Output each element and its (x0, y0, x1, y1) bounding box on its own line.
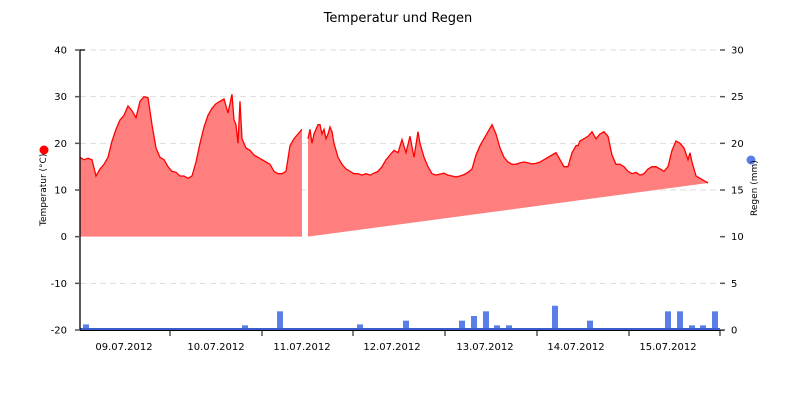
svg-text:40: 40 (54, 46, 67, 57)
svg-text:15: 15 (731, 186, 744, 197)
svg-text:0: 0 (61, 232, 67, 243)
svg-text:-10: -10 (51, 279, 67, 290)
right-axis-label: Regen (mm) (750, 160, 760, 216)
svg-text:10: 10 (54, 186, 67, 197)
svg-text:20: 20 (54, 139, 67, 150)
svg-text:10: 10 (731, 232, 744, 243)
svg-text:30: 30 (54, 92, 67, 103)
left-axis-title: Temperatur (°C) (39, 145, 49, 227)
temperature-series (79, 94, 709, 237)
right-axis-title: Regen (mm) (746, 155, 760, 216)
left-axis-ticks: 40 30 20 10 0 -10 -20 (51, 46, 80, 337)
svg-text:10.07.2012: 10.07.2012 (187, 342, 244, 353)
svg-text:0: 0 (731, 326, 737, 337)
temperature-legend-marker (39, 145, 49, 155)
rain-legend-marker (746, 155, 756, 165)
svg-text:30: 30 (731, 46, 744, 57)
svg-text:15.07.2012: 15.07.2012 (639, 342, 696, 353)
svg-text:11.07.2012: 11.07.2012 (273, 342, 330, 353)
svg-text:13.07.2012: 13.07.2012 (456, 342, 513, 353)
left-axis-label: Temperatur (°C) (39, 154, 49, 227)
x-axis-ticks: 09.07.2012 10.07.2012 11.07.2012 12.07.2012… (95, 330, 721, 353)
svg-text:5: 5 (731, 279, 737, 290)
svg-text:25: 25 (731, 92, 744, 103)
chart-title: Temperatur und Regen (323, 11, 473, 26)
svg-text:-20: -20 (51, 326, 67, 337)
svg-text:14.07.2012: 14.07.2012 (547, 342, 604, 353)
svg-text:09.07.2012: 09.07.2012 (95, 342, 152, 353)
rain-series (80, 305, 720, 330)
svg-text:12.07.2012: 12.07.2012 (363, 342, 420, 353)
svg-text:20: 20 (731, 139, 744, 150)
right-axis-ticks: 30 25 20 15 10 5 0 (720, 46, 744, 337)
